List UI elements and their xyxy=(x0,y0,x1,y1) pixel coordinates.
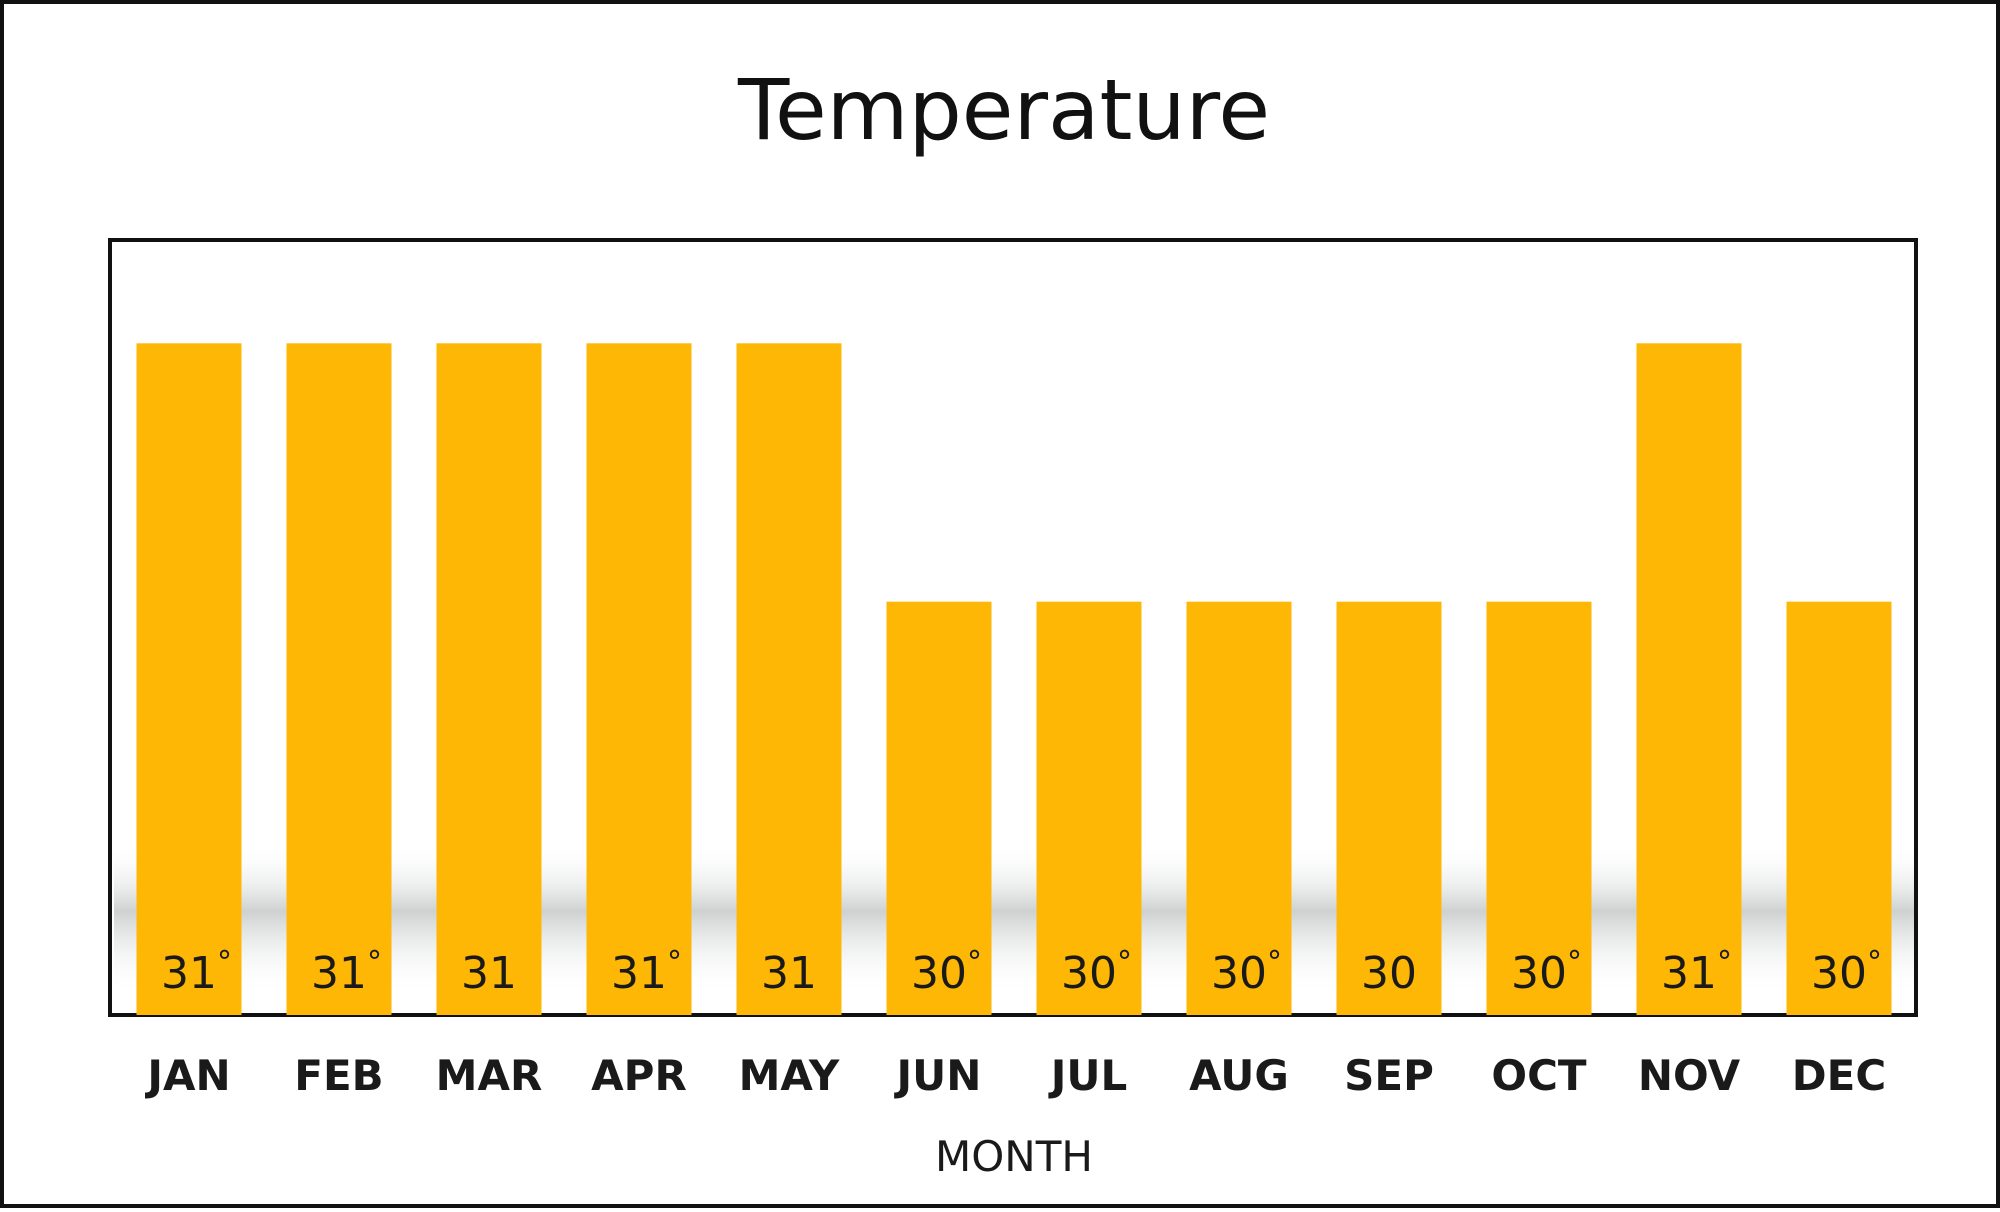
reflection-band xyxy=(114,844,1914,994)
x-tick-labels: JAN FEB MAR APR MAY JUN JUL AUG SEP OCT NOV DEC xyxy=(144,1051,1886,1100)
data-label-may: 31 xyxy=(761,948,817,999)
bar-mar xyxy=(436,343,542,1015)
degree-mark-apr: ° xyxy=(667,945,682,980)
data-label-apr: 31 xyxy=(611,948,667,999)
data-label-mar: 31 xyxy=(461,948,517,999)
x-tick-jun: JUN xyxy=(894,1051,982,1100)
degree-mark-nov: ° xyxy=(1717,945,1732,980)
bar-dec xyxy=(1786,601,1892,1015)
degree-mark-jun: ° xyxy=(967,945,982,980)
data-label-feb: 31 xyxy=(311,948,367,999)
x-tick-dec: DEC xyxy=(1792,1051,1886,1100)
plot-area-border xyxy=(108,238,1918,1017)
bars-group xyxy=(136,343,1892,1015)
bar-may xyxy=(736,343,842,1015)
bar-aug xyxy=(1186,601,1292,1015)
bar-oct xyxy=(1486,601,1592,1015)
data-label-nov: 31 xyxy=(1661,948,1717,999)
x-tick-sep: SEP xyxy=(1344,1051,1434,1100)
bar-nov xyxy=(1636,343,1742,1015)
bar-sep xyxy=(1336,601,1442,1015)
data-labels-group: 31 ° 31 ° 31 31 ° 31 30 ° 30 ° 30 ° 30 30 ° 31 ° 30 ° xyxy=(161,945,1882,999)
temperature-bar-chart: Temperature 31 ° 31 ° 31 31 ° 31 30 ° 30 ° 30 ° 30 30 ° 3… xyxy=(108,61,1918,1181)
degree-mark-jan: ° xyxy=(217,945,232,980)
x-tick-mar: MAR xyxy=(436,1051,543,1100)
data-label-aug: 30 xyxy=(1211,948,1267,999)
data-label-sep: 30 xyxy=(1361,948,1417,999)
degree-mark-aug: ° xyxy=(1267,945,1282,980)
x-tick-may: MAY xyxy=(739,1051,840,1100)
x-tick-aug: AUG xyxy=(1189,1051,1289,1100)
bar-jun xyxy=(886,601,992,1015)
data-label-oct: 30 xyxy=(1511,948,1567,999)
x-tick-jul: JUL xyxy=(1048,1051,1128,1100)
chart-title: Temperature xyxy=(737,61,1270,159)
data-label-jun: 30 xyxy=(911,948,967,999)
data-label-jan: 31 xyxy=(161,948,217,999)
degree-mark-oct: ° xyxy=(1567,945,1582,980)
data-label-jul: 30 xyxy=(1061,948,1117,999)
x-tick-apr: APR xyxy=(591,1051,687,1100)
bar-feb xyxy=(286,343,392,1015)
x-tick-nov: NOV xyxy=(1638,1051,1741,1100)
bar-apr xyxy=(586,343,692,1015)
x-tick-jan: JAN xyxy=(144,1051,230,1100)
degree-mark-feb: ° xyxy=(367,945,382,980)
bar-jul xyxy=(1036,601,1142,1015)
x-tick-oct: OCT xyxy=(1491,1051,1587,1100)
bar-jan xyxy=(136,343,242,1015)
degree-mark-dec: ° xyxy=(1867,945,1882,980)
x-tick-feb: FEB xyxy=(294,1051,383,1100)
data-label-dec: 30 xyxy=(1811,948,1867,999)
degree-mark-jul: ° xyxy=(1117,945,1132,980)
x-axis-label: MONTH xyxy=(935,1132,1093,1181)
